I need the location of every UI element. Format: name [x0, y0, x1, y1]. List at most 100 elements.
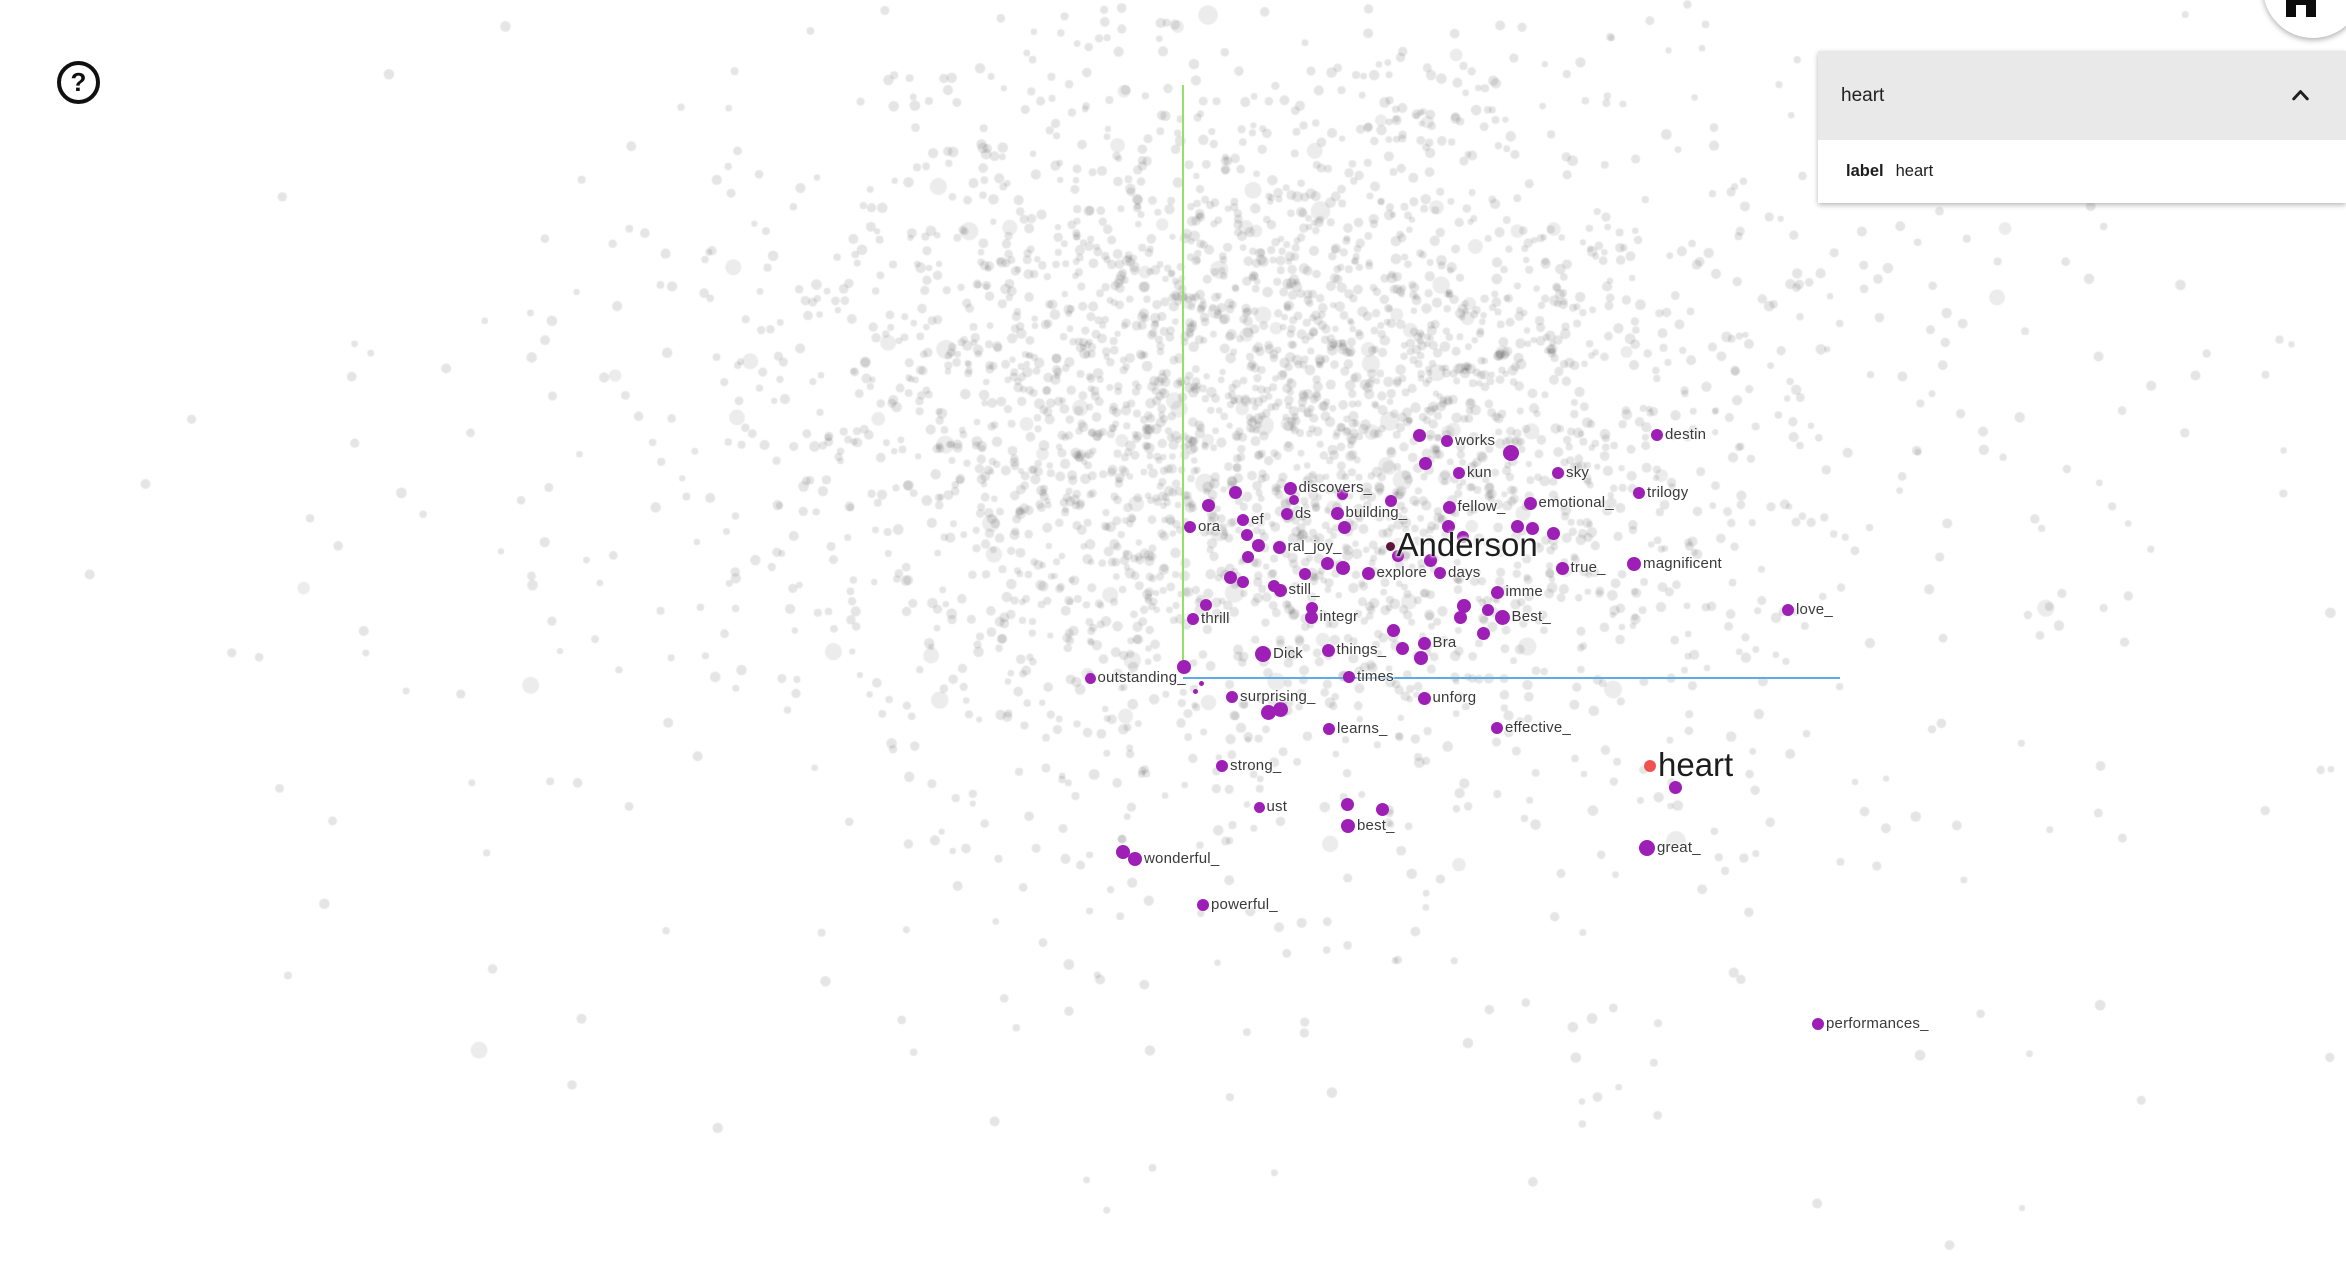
data-point[interactable]: [1237, 514, 1249, 526]
point-label[interactable]: works: [1455, 432, 1496, 450]
data-point[interactable]: [1491, 722, 1503, 734]
point-label[interactable]: ust: [1266, 798, 1288, 816]
data-point[interactable]: [1434, 567, 1446, 579]
data-point[interactable]: [1226, 691, 1238, 703]
data-point[interactable]: [1503, 445, 1519, 461]
search-input[interactable]: heart: [1841, 84, 1885, 106]
point-label[interactable]: learns_: [1337, 720, 1388, 738]
data-point[interactable]: [1395, 641, 1409, 655]
point-label[interactable]: ora: [1198, 518, 1221, 536]
data-point[interactable]: [1197, 899, 1209, 911]
data-point[interactable]: [1375, 802, 1389, 816]
data-point[interactable]: [1268, 580, 1280, 592]
point-label[interactable]: best_: [1357, 817, 1395, 835]
point-label[interactable]: emotional_: [1538, 494, 1614, 512]
search-result-row[interactable]: label heart: [1818, 140, 2346, 203]
point-label[interactable]: fellow_: [1457, 498, 1506, 516]
data-point[interactable]: [1184, 521, 1196, 533]
data-point[interactable]: [1223, 570, 1237, 584]
data-point[interactable]: [1476, 626, 1490, 640]
point-label[interactable]: Best_: [1511, 608, 1551, 626]
data-point[interactable]: [1417, 691, 1431, 705]
data-point[interactable]: [1281, 508, 1293, 520]
data-point[interactable]: [1201, 498, 1215, 512]
search-header[interactable]: heart: [1818, 51, 2346, 140]
data-point[interactable]: [1639, 840, 1655, 856]
point-label[interactable]: outstanding_: [1097, 669, 1186, 687]
point-label[interactable]: sky: [1566, 464, 1590, 482]
point-label[interactable]: ds: [1295, 505, 1312, 523]
data-point[interactable]: [1361, 566, 1375, 580]
data-point[interactable]: [1482, 604, 1494, 616]
point-label[interactable]: ral_joy_: [1287, 538, 1342, 556]
data-point[interactable]: [1494, 609, 1510, 625]
point-label[interactable]: discovers_: [1298, 479, 1373, 497]
data-point[interactable]: [1418, 456, 1432, 470]
data-point[interactable]: [1272, 701, 1288, 717]
data-point[interactable]: [1644, 760, 1656, 772]
data-point[interactable]: [1812, 1018, 1824, 1030]
data-point[interactable]: [1187, 613, 1199, 625]
data-point[interactable]: [1552, 467, 1564, 479]
point-label[interactable]: true_: [1570, 559, 1606, 577]
data-point[interactable]: [1341, 819, 1355, 833]
data-point[interactable]: [1289, 495, 1299, 505]
data-point[interactable]: [1782, 604, 1794, 616]
point-label[interactable]: Anderson: [1396, 526, 1538, 564]
data-point[interactable]: [1457, 531, 1469, 543]
data-point[interactable]: [1320, 556, 1334, 570]
data-point[interactable]: [1385, 495, 1397, 507]
data-point[interactable]: [1237, 576, 1249, 588]
point-label[interactable]: still_: [1288, 581, 1320, 599]
data-point[interactable]: [1242, 551, 1254, 563]
data-point[interactable]: [1283, 481, 1297, 495]
point-label[interactable]: imme: [1505, 583, 1543, 601]
data-point[interactable]: [1128, 852, 1142, 866]
data-point[interactable]: [1241, 529, 1253, 541]
data-point[interactable]: [1340, 797, 1354, 811]
point-label[interactable]: times: [1357, 668, 1394, 686]
data-point[interactable]: [1385, 541, 1395, 551]
data-point[interactable]: [1386, 623, 1400, 637]
data-point[interactable]: [1255, 646, 1271, 662]
data-point[interactable]: [1253, 801, 1265, 813]
point-label[interactable]: building_: [1345, 504, 1408, 522]
data-point[interactable]: [1633, 487, 1645, 499]
data-point[interactable]: [1412, 428, 1426, 442]
point-label[interactable]: great_: [1657, 839, 1701, 857]
data-point[interactable]: [1116, 845, 1130, 859]
data-point[interactable]: [1336, 488, 1348, 500]
data-point[interactable]: [1272, 540, 1286, 554]
data-point[interactable]: [1321, 643, 1335, 657]
point-label[interactable]: wonderful_: [1144, 850, 1220, 868]
data-point[interactable]: [1525, 521, 1539, 535]
point-label[interactable]: powerful_: [1211, 896, 1278, 914]
data-point[interactable]: [1336, 561, 1350, 575]
data-point[interactable]: [1627, 557, 1641, 571]
data-point[interactable]: [1490, 585, 1504, 599]
point-label[interactable]: days: [1448, 564, 1481, 582]
data-point[interactable]: [1323, 723, 1335, 735]
data-point[interactable]: [1330, 506, 1344, 520]
data-point[interactable]: [1414, 651, 1428, 665]
data-point[interactable]: [1523, 496, 1537, 510]
point-label[interactable]: unforg: [1432, 689, 1477, 707]
point-label[interactable]: love_: [1796, 601, 1833, 619]
point-label[interactable]: ef: [1251, 511, 1264, 529]
point-label[interactable]: heart: [1658, 746, 1734, 784]
data-point[interactable]: [1228, 485, 1242, 499]
data-point[interactable]: [1555, 561, 1569, 575]
data-point[interactable]: [1668, 780, 1682, 794]
point-label[interactable]: surprising_: [1240, 688, 1316, 706]
point-label[interactable]: strong_: [1230, 757, 1282, 775]
data-point[interactable]: [1417, 636, 1431, 650]
point-label[interactable]: kun: [1467, 464, 1492, 482]
data-point[interactable]: [1200, 599, 1212, 611]
data-point[interactable]: [1337, 520, 1351, 534]
data-point[interactable]: [1651, 429, 1663, 441]
data-point[interactable]: [1453, 467, 1465, 479]
data-point[interactable]: [1392, 550, 1404, 562]
data-point[interactable]: [1457, 599, 1471, 613]
data-point[interactable]: [1546, 526, 1560, 540]
